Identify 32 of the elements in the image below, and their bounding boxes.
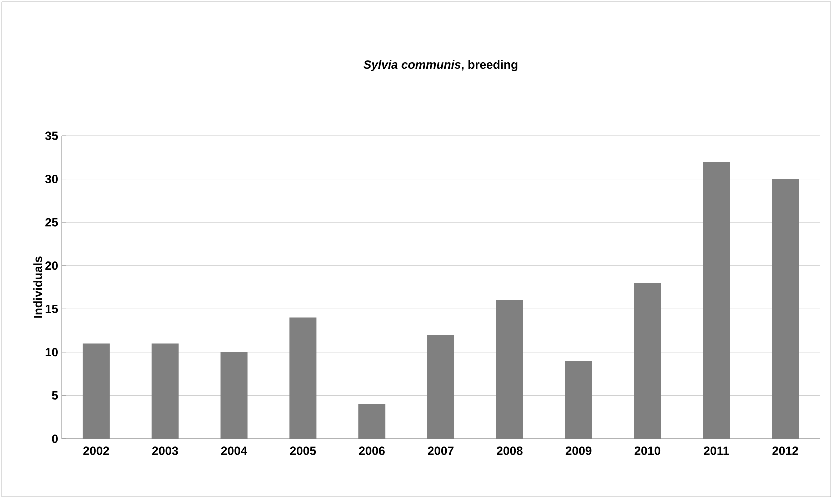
bar	[220, 352, 248, 439]
x-tick-label: 2003	[152, 446, 178, 456]
bar	[703, 162, 730, 439]
y-axis-title: Individuals	[34, 256, 42, 318]
x-tick-label: 2002	[84, 446, 110, 456]
bar	[565, 361, 592, 439]
bar	[82, 344, 110, 439]
x-tick-label: 2006	[359, 446, 385, 456]
y-tick-label: 30	[45, 175, 58, 184]
x-tick-label: 2007	[428, 446, 454, 456]
bar	[772, 179, 800, 439]
y-tick-label: 25	[46, 218, 58, 227]
bar	[358, 404, 386, 439]
bar	[428, 335, 455, 439]
y-tick-label: 0	[52, 434, 58, 444]
bar	[290, 318, 317, 439]
y-tick-label: 5	[52, 392, 58, 400]
y-tick-label: 15	[46, 304, 58, 314]
bar	[496, 300, 524, 439]
x-tick-label: 2012	[772, 446, 798, 456]
bar	[152, 344, 179, 439]
y-tick-label: 10	[46, 348, 58, 357]
x-tick-label: 2008	[497, 446, 523, 456]
x-tick-label: 2005	[290, 446, 316, 456]
y-tick-label: 35	[45, 132, 58, 140]
x-tick-label: 2011	[704, 446, 730, 456]
x-tick-label: 2009	[566, 446, 592, 456]
chart-title: Sylvia communis, breeding	[364, 60, 518, 72]
x-tick-label: 2010	[634, 446, 661, 456]
y-tick-label: 20	[46, 262, 58, 270]
bar	[634, 283, 662, 439]
x-tick-label: 2004	[221, 446, 248, 456]
